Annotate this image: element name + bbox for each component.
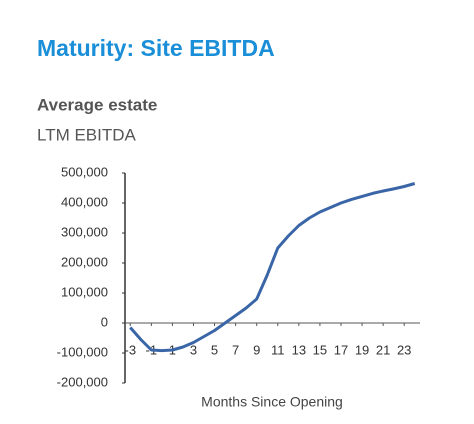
x-tick-label: 17 [334, 342, 348, 357]
x-tick-label: -3 [124, 342, 136, 357]
y-axis-label: LTM EBITDA [37, 125, 137, 144]
y-tick-label: -200,000 [57, 374, 108, 389]
y-tick-label: 0 [101, 314, 108, 329]
x-tick-label: 9 [253, 342, 260, 357]
x-tick-label: 11 [271, 342, 285, 357]
y-tick-label: 400,000 [61, 194, 108, 209]
x-axis-label: Months Since Opening [201, 394, 343, 410]
y-tick-label: 500,000 [61, 164, 108, 179]
y-tick-label: 300,000 [61, 224, 108, 239]
x-tick-label: 21 [376, 342, 390, 357]
x-tick-label: 3 [190, 342, 197, 357]
x-tick-label: 23 [397, 342, 411, 357]
y-tick-label: -100,000 [57, 344, 108, 359]
x-tick-label: 15 [313, 342, 327, 357]
x-tick-label: 7 [232, 342, 239, 357]
chart-subtitle: Average estate [37, 95, 157, 114]
x-tick-label: 13 [292, 342, 306, 357]
x-tick-label: 5 [211, 342, 218, 357]
chart-title: Maturity: Site EBITDA [37, 35, 275, 61]
y-tick-label: 200,000 [61, 254, 108, 269]
line [129, 182, 416, 353]
y-tick-label: 100,000 [61, 284, 108, 299]
x-tick-label: 19 [355, 342, 369, 357]
